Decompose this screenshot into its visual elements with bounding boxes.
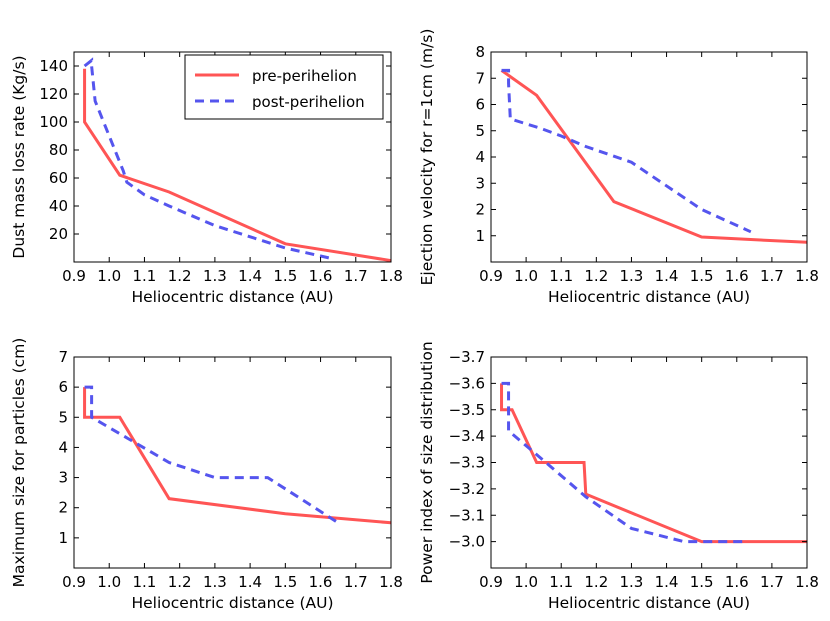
x-tick-label-max-size: 0.9 xyxy=(62,573,86,591)
x-tick-label-max-size: 1.5 xyxy=(273,573,297,591)
x-tick-label-ejection-velocity: 1.4 xyxy=(655,267,679,285)
x-tick-label-ejection-velocity: 1.5 xyxy=(690,267,714,285)
y-tick-label-mass-loss: 40 xyxy=(49,197,68,215)
y-tick-label-power-index: −3.7 xyxy=(449,348,485,366)
panel-max-size: 0.9 1.0 1.1 1.2 1.3 1.4 1.5 1.6 1.7 1.8 1 2 3 4 5 6 7 Hel… xyxy=(10,338,403,612)
post-perihelion-line-max-size xyxy=(84,385,339,525)
x-tick-label-power-index: 1.0 xyxy=(514,573,538,591)
x-tick-label-max-size: 1.0 xyxy=(97,573,121,591)
legend-pre-label: pre-perihelion xyxy=(252,67,357,85)
pre-perihelion-line-max-size xyxy=(83,387,391,525)
y-axis-label-ejection-velocity: Ejection velocity for r=1cm (m/s) xyxy=(418,29,436,286)
x-tick-label-mass-loss: 1.3 xyxy=(203,267,227,285)
x-tick-label-power-index: 1.5 xyxy=(690,573,714,591)
post-perihelion-line-ejection-velocity xyxy=(501,68,752,234)
x-tick-label-mass-loss: 1.4 xyxy=(238,267,262,285)
post-perihelion-line-mass-loss xyxy=(83,57,335,261)
y-tick-label-max-size: 7 xyxy=(58,348,68,366)
legend-box xyxy=(184,54,384,120)
y-tick-label-ejection-velocity: 4 xyxy=(475,148,485,166)
y-tick-label-ejection-velocity: 6 xyxy=(475,96,485,114)
y-tick-label-power-index: −3.5 xyxy=(449,401,485,419)
x-tick-label-mass-loss: 1.5 xyxy=(273,267,297,285)
y-tick-label-ejection-velocity: 8 xyxy=(475,43,485,61)
x-tick-label-power-index: 1.4 xyxy=(655,573,679,591)
y-tick-label-mass-loss: 20 xyxy=(49,225,68,243)
x-tick-label-ejection-velocity: 0.9 xyxy=(479,267,503,285)
x-tick-label-ejection-velocity: 1.3 xyxy=(620,267,644,285)
x-tick-label-max-size: 1.8 xyxy=(379,573,403,591)
x-tick-label-power-index: 1.1 xyxy=(549,573,573,591)
y-tick-label-power-index: −3.1 xyxy=(449,506,485,524)
axes-frame-mass-loss xyxy=(73,51,392,263)
x-tick-label-power-index: 1.2 xyxy=(584,573,608,591)
y-tick-label-mass-loss: 120 xyxy=(39,85,68,103)
x-tick-label-power-index: 1.7 xyxy=(760,573,784,591)
y-tick-label-ejection-velocity: 5 xyxy=(475,122,485,140)
x-tick-label-power-index: 1.6 xyxy=(725,573,749,591)
x-tick-label-max-size: 1.3 xyxy=(203,573,227,591)
y-tick-label-ejection-velocity: 1 xyxy=(475,227,485,245)
x-tick-label-ejection-velocity: 1.6 xyxy=(725,267,749,285)
y-tick-label-mass-loss: 100 xyxy=(39,113,68,131)
pre-perihelion-line-mass-loss xyxy=(83,68,391,262)
x-tick-label-ejection-velocity: 1.1 xyxy=(549,267,573,285)
y-axis-label-mass-loss: Dust mass loss rate (Kg/s) xyxy=(10,55,28,258)
x-tick-label-mass-loss: 1.7 xyxy=(344,267,368,285)
x-tick-label-ejection-velocity: 1.7 xyxy=(760,267,784,285)
x-tick-label-max-size: 1.6 xyxy=(309,573,333,591)
y-tick-label-mass-loss: 80 xyxy=(49,141,68,159)
x-tick-label-ejection-velocity: 1.0 xyxy=(514,267,538,285)
y-axis-label-power-index: Power index of size distribution xyxy=(418,341,436,583)
x-tick-label-mass-loss: 0.9 xyxy=(62,267,86,285)
y-tick-label-max-size: 4 xyxy=(58,438,68,456)
y-tick-label-power-index: −3.6 xyxy=(449,374,485,392)
y-tick-label-max-size: 1 xyxy=(58,529,68,547)
panel-mass-loss: 0.9 1.0 1.1 1.2 1.3 1.4 1.5 1.6 1.7 1.8 20 40 60 80 10… xyxy=(10,51,403,306)
panel-power-index: 0.9 1.0 1.1 1.2 1.3 1.4 1.5 1.6 1.7 1.8 −3.7 −3.6 −3… xyxy=(418,341,819,612)
x-tick-label-power-index: 0.9 xyxy=(479,573,503,591)
y-axis-label-max-size: Maximum size for particles (cm) xyxy=(10,338,28,588)
x-tick-label-power-index: 1.3 xyxy=(620,573,644,591)
y-tick-label-power-index: −3.0 xyxy=(449,533,485,551)
y-tick-label-power-index: −3.3 xyxy=(449,454,485,472)
axes-frame-ejection-velocity xyxy=(490,51,808,263)
x-tick-label-mass-loss: 1.2 xyxy=(168,267,192,285)
x-tick-label-max-size: 1.7 xyxy=(344,573,368,591)
x-tick-label-max-size: 1.2 xyxy=(168,573,192,591)
x-tick-label-mass-loss: 1.8 xyxy=(379,267,403,285)
x-tick-label-mass-loss: 1.1 xyxy=(133,267,157,285)
x-axis-label-max-size: Heliocentric distance (AU) xyxy=(131,594,333,612)
y-tick-label-mass-loss: 140 xyxy=(39,57,68,75)
y-tick-label-power-index: −3.4 xyxy=(449,427,485,445)
post-perihelion-line-power-index xyxy=(501,381,748,544)
legend-post-label: post-perihelion xyxy=(252,93,365,111)
x-tick-label-power-index: 1.8 xyxy=(795,573,819,591)
legend: pre-perihelion post-perihelion xyxy=(184,54,384,120)
axes-frame-max-size xyxy=(73,356,392,569)
x-tick-label-max-size: 1.4 xyxy=(238,573,262,591)
y-tick-label-max-size: 6 xyxy=(58,378,68,396)
y-tick-label-max-size: 5 xyxy=(58,408,68,426)
y-tick-label-max-size: 2 xyxy=(58,499,68,517)
x-tick-label-mass-loss: 1.0 xyxy=(97,267,121,285)
y-tick-label-ejection-velocity: 2 xyxy=(475,201,485,219)
x-tick-label-ejection-velocity: 1.2 xyxy=(584,267,608,285)
x-tick-label-ejection-velocity: 1.8 xyxy=(795,267,819,285)
y-tick-label-mass-loss: 60 xyxy=(49,169,68,187)
x-tick-label-max-size: 1.1 xyxy=(133,573,157,591)
y-tick-label-ejection-velocity: 3 xyxy=(475,174,485,192)
y-tick-label-power-index: −3.2 xyxy=(449,480,485,498)
x-tick-label-mass-loss: 1.6 xyxy=(309,267,333,285)
x-axis-label-power-index: Heliocentric distance (AU) xyxy=(548,594,750,612)
panel-ejection-velocity: 0.9 1.0 1.1 1.2 1.3 1.4 1.5 1.6 1.7 1.8 1 2 3 4 5 6 7 8 He… xyxy=(418,29,819,306)
y-tick-label-ejection-velocity: 7 xyxy=(475,69,485,87)
y-tick-label-max-size: 3 xyxy=(58,469,68,487)
x-axis-label-ejection-velocity: Heliocentric distance (AU) xyxy=(548,288,750,306)
pre-perihelion-line-ejection-velocity xyxy=(500,69,807,244)
pre-perihelion-line-power-index xyxy=(500,383,807,544)
x-axis-label-mass-loss: Heliocentric distance (AU) xyxy=(131,288,333,306)
